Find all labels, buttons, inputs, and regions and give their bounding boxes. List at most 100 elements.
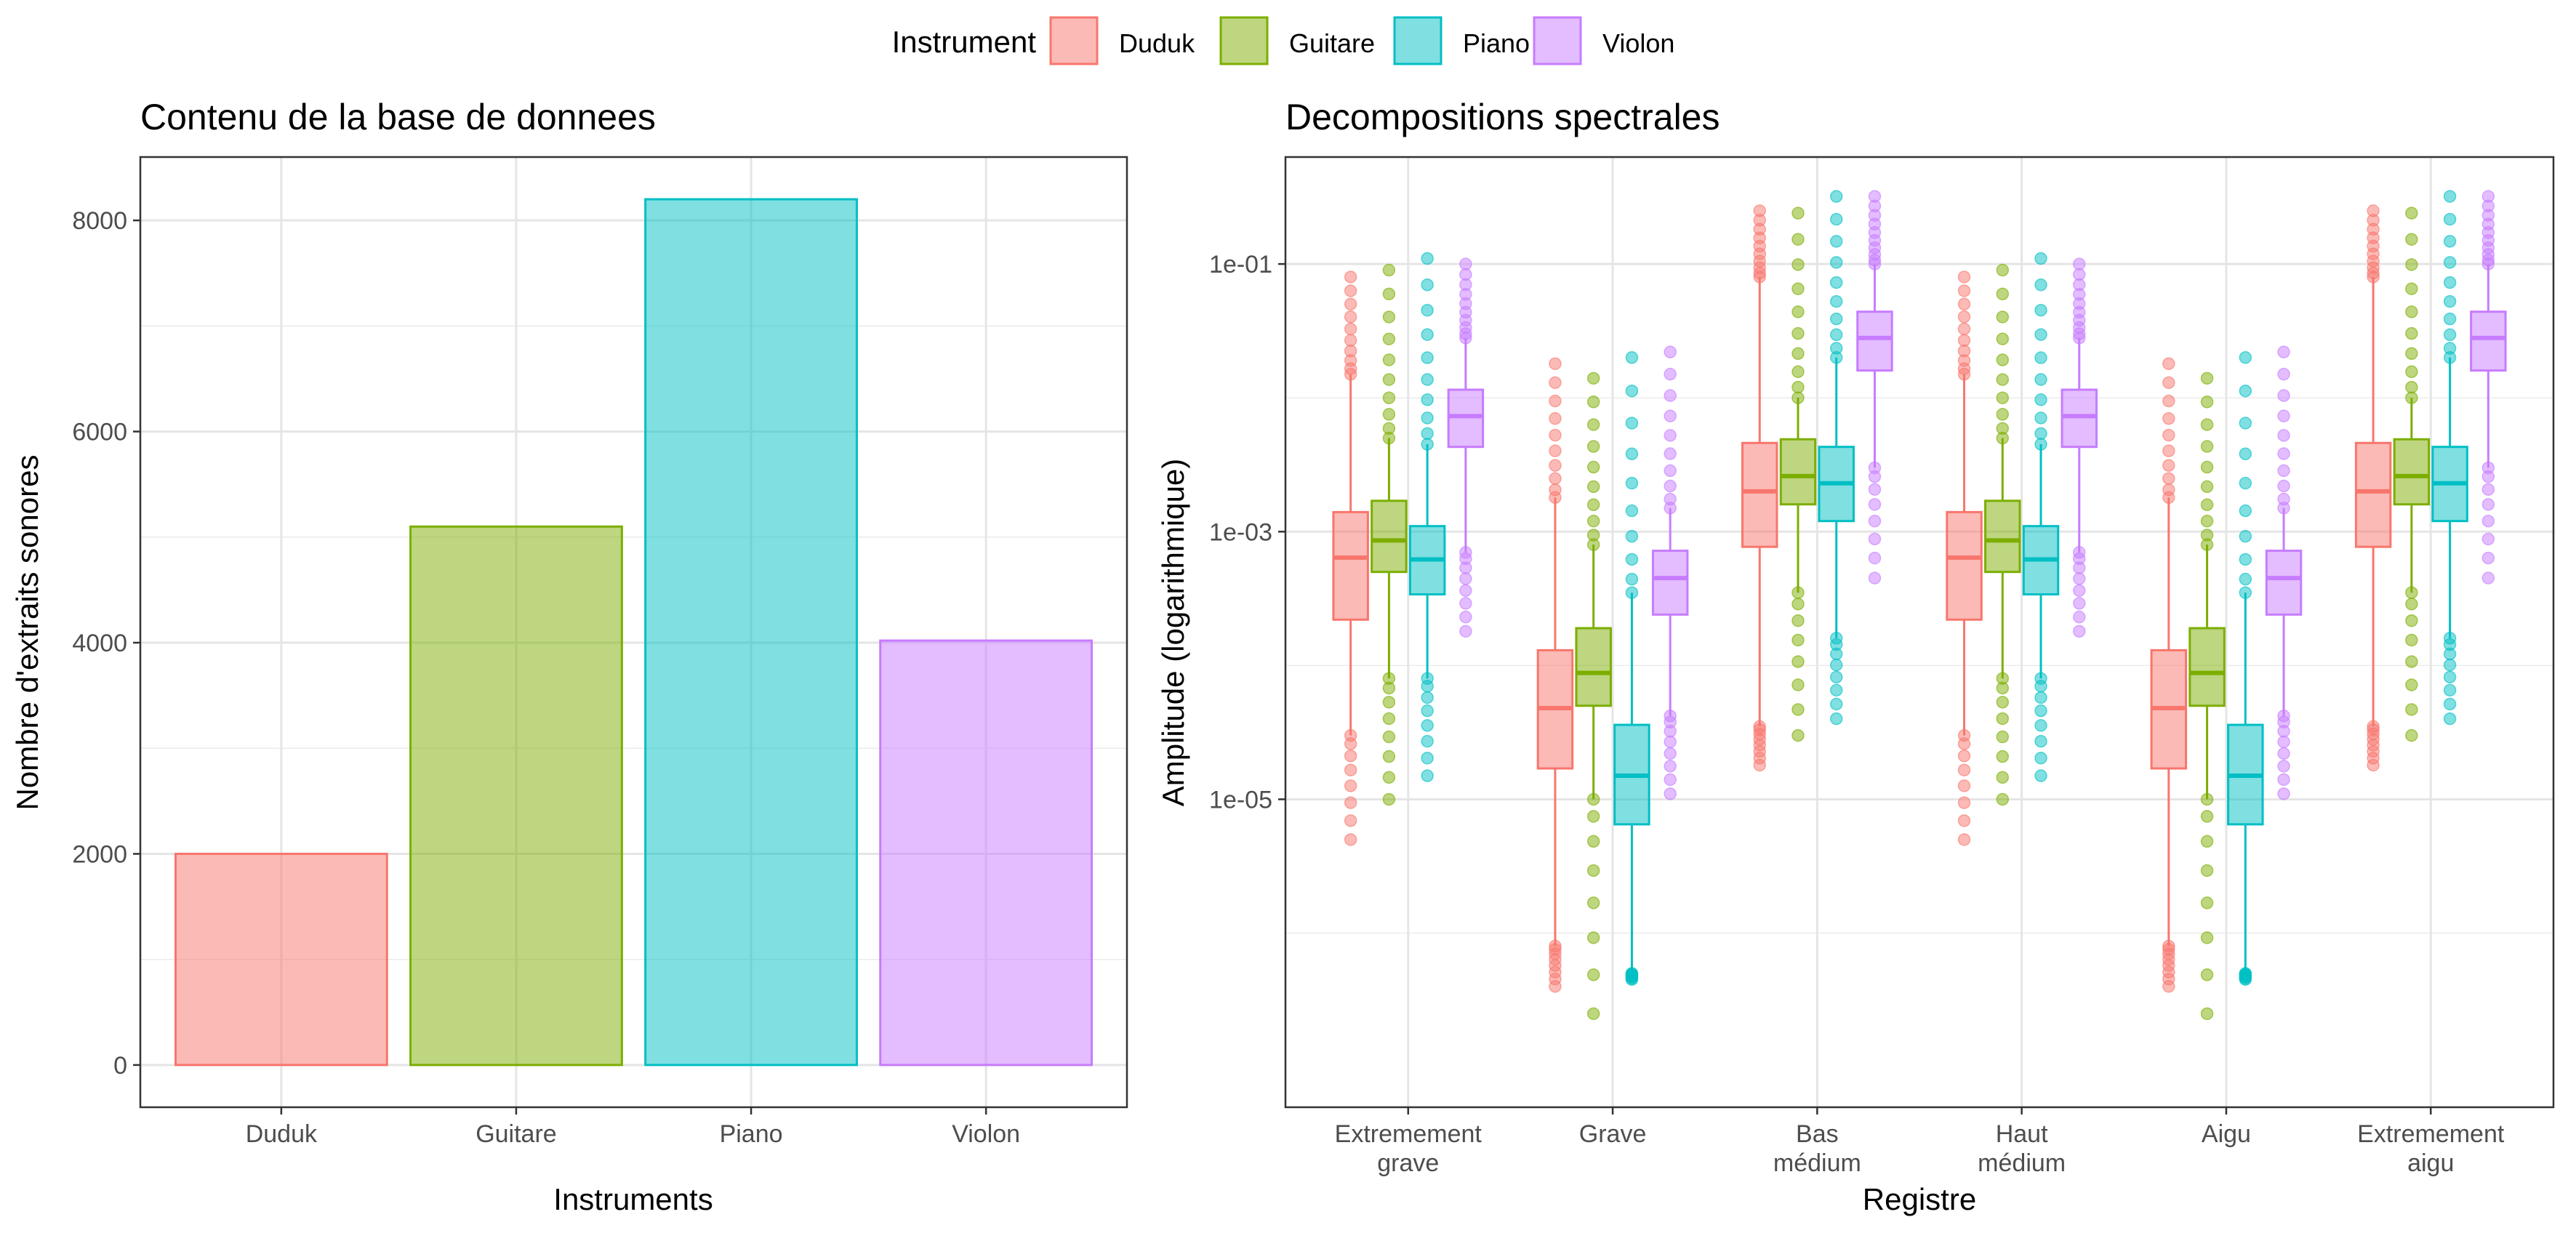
box-outlier-low — [1344, 779, 1357, 792]
box-outlier-high — [2239, 417, 2252, 430]
box-outlier-low — [2034, 680, 2047, 693]
box-outlier-low — [1829, 697, 1843, 711]
box-outlier-low — [1957, 796, 1971, 809]
box-outlier-high — [1421, 278, 1434, 292]
box-outlier-high — [1459, 268, 1472, 281]
box-outlier-high — [1586, 480, 1600, 494]
box-outlier-low — [1664, 724, 1677, 738]
box-outlier-low — [2443, 658, 2457, 672]
legend-label-violon: Violon — [1602, 28, 1674, 58]
box-outlier-high — [2405, 380, 2418, 394]
box-outlier-high — [2034, 351, 2047, 364]
box-outlier-high — [2443, 294, 2457, 308]
box-outlier-low — [2034, 704, 2047, 718]
box-piano-aigu — [2227, 351, 2264, 987]
box-outlier-low — [1829, 712, 1843, 726]
box-outlier-low — [1344, 749, 1357, 763]
box-outlier-high — [1549, 472, 1562, 485]
box-guitare-bas-medium — [1779, 206, 1817, 742]
box-guitare-extremement-grave — [1371, 263, 1408, 806]
legend-key-violon — [1533, 16, 1582, 65]
box-outlier-high — [2277, 464, 2290, 478]
box-outlier-low — [1421, 719, 1434, 732]
box-outlier-low — [2200, 835, 2214, 848]
box-outlier-low — [2200, 810, 2214, 823]
boxplot-x-axis-label: Registre — [1863, 1182, 1976, 1216]
box-outlier-high — [1344, 344, 1357, 358]
box-outlier-low — [2405, 703, 2418, 716]
legend-label-guitare: Guitare — [1289, 28, 1375, 58]
box-outlier-low — [2443, 683, 2457, 697]
box-guitare-haut-medium — [1984, 263, 2021, 806]
boxplot-x-tick-label-line: médium — [1978, 1149, 2066, 1177]
box-outlier-high — [2239, 553, 2252, 566]
box-outlier-low — [2200, 1007, 2214, 1021]
box-outlier-high — [2277, 389, 2290, 402]
box-outlier-low — [1791, 655, 1805, 668]
box-outlier-high — [1996, 391, 2010, 404]
box-piano-bas-medium — [1818, 190, 1855, 726]
box-outlier-low — [2443, 697, 2457, 711]
box-outlier-high — [2034, 427, 2047, 441]
box-outlier-high — [1957, 344, 1971, 358]
box-outlier-high — [2405, 206, 2418, 220]
boxplot-x-tick-label-grave: Grave — [1579, 1120, 1647, 1148]
box-outlier-high — [1664, 464, 1677, 478]
box-outlier-high — [1586, 460, 1600, 474]
bar-chart-x-axis-label: Instruments — [553, 1182, 713, 1216]
box-outlier-low — [1829, 683, 1843, 697]
legend-key-guitare — [1219, 16, 1269, 65]
box-outlier-high — [2277, 429, 2290, 442]
box-outlier-low — [1586, 1007, 1600, 1021]
box-outlier-high — [1382, 373, 1396, 386]
box-outlier-high — [1957, 297, 1971, 311]
box-body — [2354, 441, 2392, 548]
box-violon-extremement-aigu — [2470, 190, 2507, 585]
box-outlier-high — [1421, 393, 1434, 406]
box-outlier-low — [2405, 598, 2418, 611]
box-outlier-low — [1868, 514, 1882, 528]
box-outlier-low — [1996, 712, 2010, 726]
box-outlier-low — [2405, 633, 2418, 647]
boxplot-x-tick-label-line: Extremement — [1335, 1120, 1482, 1148]
box-body — [1575, 627, 1612, 707]
box-outlier-high — [2073, 257, 2086, 270]
box-outlier-high — [2405, 233, 2418, 246]
box-outlier-high — [1664, 409, 1677, 422]
boxplot-y-tick-label: 1e-01 — [1209, 251, 1272, 278]
box-body — [1651, 550, 1689, 616]
box-outlier-high — [2200, 371, 2214, 385]
boxplot-x-tick-label-line: Haut — [1996, 1120, 2048, 1148]
box-outlier-high — [1344, 322, 1357, 336]
box-outlier-low — [2073, 561, 2086, 574]
box-outlier-low — [1664, 787, 1677, 800]
box-outlier-high — [1996, 422, 2010, 435]
box-outlier-high — [2405, 282, 2418, 295]
box-guitare-extremement-aigu — [2393, 206, 2431, 742]
bar-y-tick-label: 2000 — [72, 840, 127, 868]
box-outlier-low — [1586, 931, 1600, 944]
box-violon-haut-medium — [2061, 257, 2098, 638]
box-outlier-high — [2200, 498, 2214, 512]
bar-chart-y-axis-label: Nombre d'extraits sonores — [10, 455, 44, 811]
bar-chart-title: Contenu de la base de donnees — [140, 97, 656, 137]
box-outlier-low — [1586, 835, 1600, 848]
box-outlier-high — [1791, 305, 1805, 318]
box-outlier-high — [2073, 268, 2086, 281]
box-outlier-high — [1957, 284, 1971, 297]
box-outlier-high — [1586, 529, 1600, 542]
box-outlier-high — [1586, 395, 1600, 409]
box-outlier-high — [2034, 252, 2047, 265]
box-outlier-high — [1996, 373, 2010, 386]
box-outlier-low — [2405, 614, 2418, 627]
legend-label-duduk: Duduk — [1119, 28, 1195, 58]
box-outlier-low — [1957, 814, 1971, 827]
box-outlier-high — [2239, 476, 2252, 490]
box-outlier-low — [1459, 597, 1472, 610]
box-outlier-high — [1344, 270, 1357, 284]
box-outlier-high — [1382, 263, 1396, 277]
box-outlier-high — [1664, 367, 1677, 381]
bar-x-tick-label-guitare: Guitare — [476, 1120, 557, 1148]
box-outlier-high — [2034, 411, 2047, 425]
